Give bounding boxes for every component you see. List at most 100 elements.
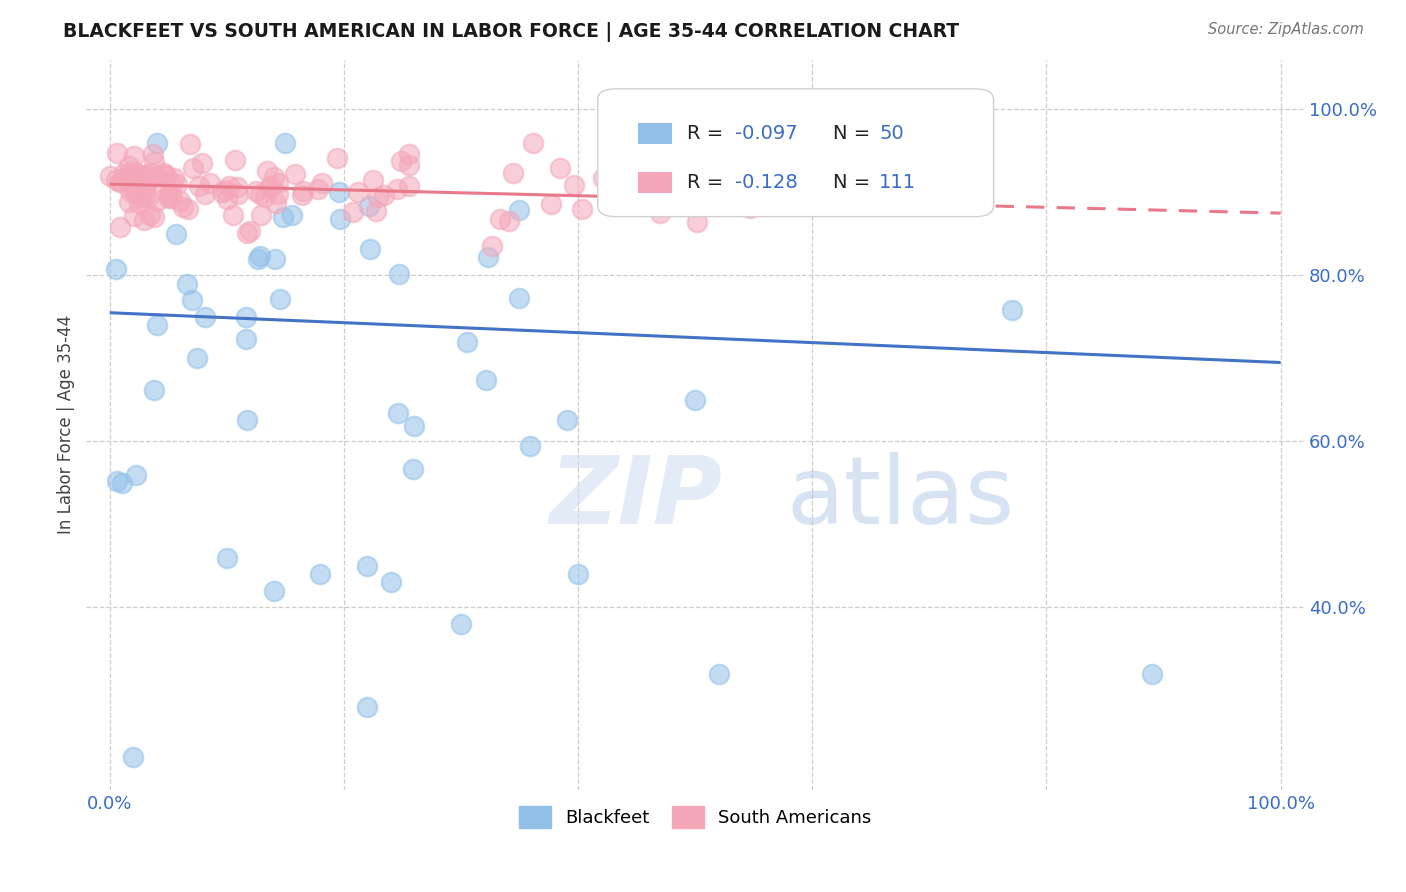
Point [307, 182, 329, 196]
Point [281, 208, 304, 222]
Point [222, 208, 245, 222]
Point [311, 176, 333, 190]
Point [456, 334, 478, 349]
Point [141, 166, 163, 180]
Point [152, 166, 174, 180]
Point [143, 383, 166, 397]
Point [540, 196, 562, 211]
Point [628, 168, 651, 182]
Point [191, 155, 214, 169]
Point [387, 406, 409, 420]
Point [105, 145, 128, 160]
Point [269, 292, 291, 306]
Point [260, 178, 283, 193]
Point [567, 567, 589, 582]
Point [177, 202, 200, 216]
Point [162, 170, 184, 185]
Point [180, 293, 202, 308]
Point [738, 202, 761, 216]
Point [118, 159, 141, 173]
Point [136, 191, 159, 205]
Point [801, 174, 824, 188]
Point [398, 158, 420, 172]
Text: atlas: atlas [786, 451, 1015, 544]
Point [519, 439, 541, 453]
Point [128, 168, 150, 182]
Point [522, 136, 544, 150]
Point [187, 179, 209, 194]
Point [325, 151, 347, 165]
Point [508, 291, 530, 305]
Point [356, 558, 378, 573]
Point [194, 310, 217, 324]
Point [125, 468, 148, 483]
Point [489, 212, 512, 227]
Text: R =: R = [686, 173, 730, 192]
Point [105, 474, 128, 488]
Point [186, 351, 208, 366]
Point [274, 136, 297, 150]
Point [387, 182, 409, 196]
Point [131, 189, 153, 203]
Point [157, 190, 180, 204]
Point [477, 250, 499, 264]
Point [198, 176, 221, 190]
Point [380, 575, 402, 590]
Point [194, 186, 217, 201]
Point [388, 267, 411, 281]
Text: -0.097: -0.097 [735, 124, 799, 143]
Point [481, 239, 503, 253]
Point [236, 413, 259, 427]
Point [564, 178, 586, 192]
Point [389, 153, 412, 168]
Point [328, 186, 350, 200]
FancyBboxPatch shape [638, 172, 672, 193]
Point [136, 175, 159, 189]
Point [124, 164, 146, 178]
Point [211, 185, 233, 199]
Text: R =: R = [686, 124, 730, 143]
Point [759, 197, 782, 211]
Point [259, 181, 281, 195]
Point [226, 186, 249, 201]
Point [235, 310, 257, 324]
Point [124, 210, 146, 224]
Point [235, 226, 257, 240]
Point [146, 318, 169, 332]
Point [264, 252, 287, 266]
Point [120, 185, 142, 199]
Point [112, 165, 135, 179]
Point [146, 169, 169, 184]
Point [373, 188, 395, 202]
Point [284, 167, 307, 181]
Point [160, 178, 183, 193]
Point [160, 191, 183, 205]
Point [342, 204, 364, 219]
Point [450, 616, 472, 631]
Point [121, 167, 143, 181]
Point [249, 186, 271, 201]
Point [142, 147, 165, 161]
Point [263, 169, 285, 184]
Point [98, 169, 121, 183]
Text: N =: N = [832, 173, 876, 192]
Text: 50: 50 [879, 124, 904, 143]
Point [271, 210, 294, 224]
Point [215, 550, 238, 565]
Point [134, 212, 156, 227]
Point [329, 211, 352, 226]
Point [498, 214, 520, 228]
Point [105, 261, 128, 276]
Point [153, 168, 176, 182]
Point [111, 475, 134, 490]
Point [592, 170, 614, 185]
Point [143, 155, 166, 169]
Point [508, 203, 530, 218]
Point [179, 136, 201, 151]
Text: N =: N = [832, 124, 876, 143]
Point [124, 149, 146, 163]
Point [172, 200, 194, 214]
Point [249, 208, 271, 222]
Point [685, 215, 707, 229]
Point [292, 185, 315, 199]
